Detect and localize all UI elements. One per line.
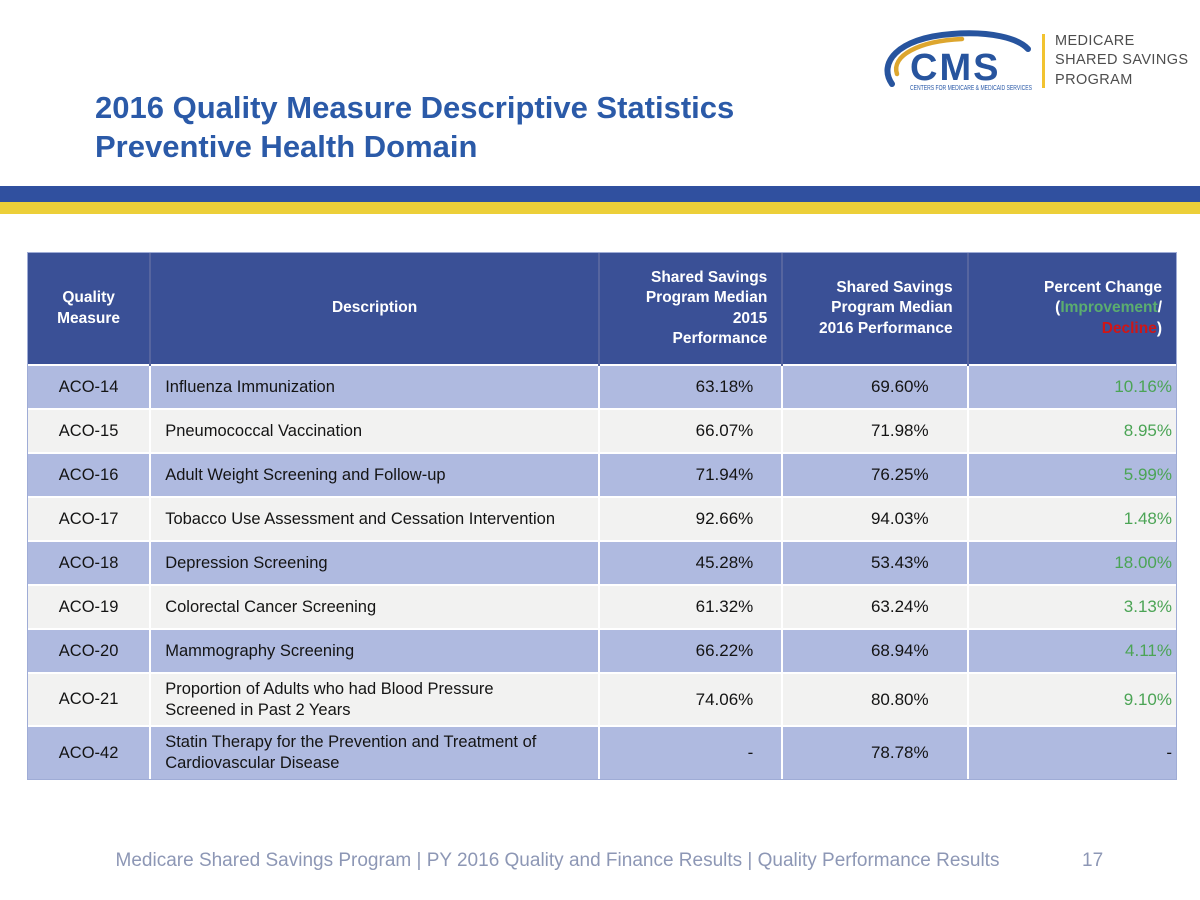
cell-description: Adult Weight Screening and Follow-up (150, 452, 600, 497)
cell-median-2016: 94.03% (782, 496, 969, 541)
cell-quality-measure: ACO-19 (28, 584, 152, 629)
col-header-median-2015: Shared Savings Program Median 2015 Perfo… (598, 253, 784, 365)
page-title: 2016 Quality Measure Descriptive Statist… (95, 88, 995, 166)
cell-quality-measure: ACO-17 (28, 496, 152, 541)
cell-median-2015: 61.32% (598, 584, 784, 629)
cell-median-2015: 63.18% (598, 364, 784, 409)
cell-median-2015: 92.66% (598, 496, 784, 541)
cell-median-2015: 66.07% (598, 408, 784, 453)
cell-quality-measure: ACO-42 (28, 725, 152, 779)
cell-percent-change: 10.16% (967, 364, 1176, 409)
cms-logo-icon: CMS CENTERS FOR MEDICARE & MEDICAID SERV… (884, 30, 1032, 92)
cell-description: Influenza Immunization (150, 364, 600, 409)
cell-percent-change: 1.48% (967, 496, 1176, 541)
cell-description: Mammography Screening (150, 628, 600, 673)
col-header-median-2016: Shared Savings Program Median 2016 Perfo… (782, 253, 969, 365)
cell-median-2016: 63.24% (782, 584, 969, 629)
quality-measure-table: Quality Measure Description Shared Savin… (27, 252, 1177, 780)
page-title-line2: Preventive Health Domain (95, 129, 478, 165)
footer-text: Medicare Shared Savings Program | PY 201… (115, 850, 1000, 871)
cell-description: Depression Screening (150, 540, 600, 585)
table-row: ACO-42 Statin Therapy for the Prevention … (28, 725, 1176, 779)
cell-percent-change: 5.99% (967, 452, 1176, 497)
cell-percent-change: 8.95% (967, 408, 1176, 453)
cell-median-2015: 71.94% (598, 452, 784, 497)
table-row: ACO-21 Proportion of Adults who had Blood… (28, 671, 1176, 727)
cell-median-2016: 68.94% (782, 628, 969, 673)
logo-divider (1042, 34, 1045, 88)
cell-description: Statin Therapy for the Prevention and Tr… (150, 725, 600, 779)
cell-description: Pneumococcal Vaccination (150, 408, 600, 453)
cell-quality-measure: ACO-20 (28, 628, 152, 673)
percent-change-improvement-label: Improvement (1060, 299, 1158, 317)
cell-quality-measure: ACO-18 (28, 540, 152, 585)
divider-bar-yellow (0, 202, 1200, 214)
col-header-quality-measure: Quality Measure (28, 253, 152, 365)
page-number: 17 (1082, 850, 1104, 871)
table-row: ACO-20 Mammography Screening 66.22% 68.94% 4… (28, 628, 1176, 673)
col-header-percent-change: Percent Change (Improvement/ Decline) (967, 253, 1176, 365)
cell-percent-change: 18.00% (967, 540, 1176, 585)
cms-logo-text: CMS (910, 47, 1000, 89)
table-row: ACO-15 Pneumococcal Vaccination 66.07% 71.9… (28, 408, 1176, 453)
cell-median-2015: 45.28% (598, 540, 784, 585)
cell-median-2016: 53.43% (782, 540, 969, 585)
percent-change-title: Percent Change (1043, 278, 1162, 296)
percent-change-close-paren: ) (1156, 319, 1162, 337)
cell-quality-measure: ACO-21 (28, 671, 152, 727)
percent-change-decline-label: Decline (1101, 319, 1157, 337)
percent-change-open-paren: ( (1055, 299, 1061, 317)
percent-change-slash: / (1157, 299, 1162, 317)
cell-quality-measure: ACO-14 (28, 364, 152, 409)
program-name: MEDICARE SHARED SAVINGS PROGRAM (1055, 32, 1189, 88)
cms-logo-caption: CENTERS FOR MEDICARE & MEDICAID SERVICES (910, 85, 1032, 92)
col-header-description: Description (150, 253, 600, 365)
cell-quality-measure: ACO-16 (28, 452, 152, 497)
table-row: ACO-14 Influenza Immunization 63.18% 69.60%… (28, 364, 1176, 409)
table-row: ACO-16 Adult Weight Screening and Follow-… (28, 452, 1176, 497)
cell-quality-measure: ACO-15 (28, 408, 152, 453)
cms-swoosh-blue-icon (884, 30, 1031, 87)
cms-logo-block: CMS CENTERS FOR MEDICARE & MEDICAID SERV… (878, 28, 1188, 94)
cell-percent-change: 4.11% (967, 628, 1176, 673)
cell-median-2016: 69.60% (782, 364, 969, 409)
table-header-row: Quality Measure Description Shared Savin… (28, 253, 1176, 365)
cell-description: Tobacco Use Assessment and Cessation Int… (150, 496, 600, 541)
cell-percent-change: - (967, 725, 1176, 779)
cell-median-2016: 71.98% (782, 408, 969, 453)
cell-median-2015: - (598, 725, 784, 779)
cell-percent-change: 9.10% (967, 671, 1176, 727)
cell-median-2015: 66.22% (598, 628, 784, 673)
cms-swoosh-gold-icon (893, 36, 965, 77)
cell-description: Proportion of Adults who had Blood Press… (150, 671, 600, 727)
table-row: ACO-17 Tobacco Use Assessment and Cessati… (28, 496, 1176, 541)
cell-median-2016: 80.80% (782, 671, 969, 727)
table-body: ACO-14 Influenza Immunization 63.18% 69.60%… (28, 364, 1176, 779)
cell-percent-change: 3.13% (967, 584, 1176, 629)
cell-median-2016: 76.25% (782, 452, 969, 497)
divider-bar-blue (0, 186, 1200, 202)
page-title-line1: 2016 Quality Measure Descriptive Statist… (95, 90, 735, 125)
cell-median-2016: 78.78% (782, 725, 969, 779)
cell-description: Colorectal Cancer Screening (150, 584, 600, 629)
table-row: ACO-18 Depression Screening 45.28% 53.43% 18… (28, 540, 1176, 585)
cell-median-2015: 74.06% (598, 671, 784, 727)
table-row: ACO-19 Colorectal Cancer Screening 61.32% 6… (28, 584, 1176, 629)
